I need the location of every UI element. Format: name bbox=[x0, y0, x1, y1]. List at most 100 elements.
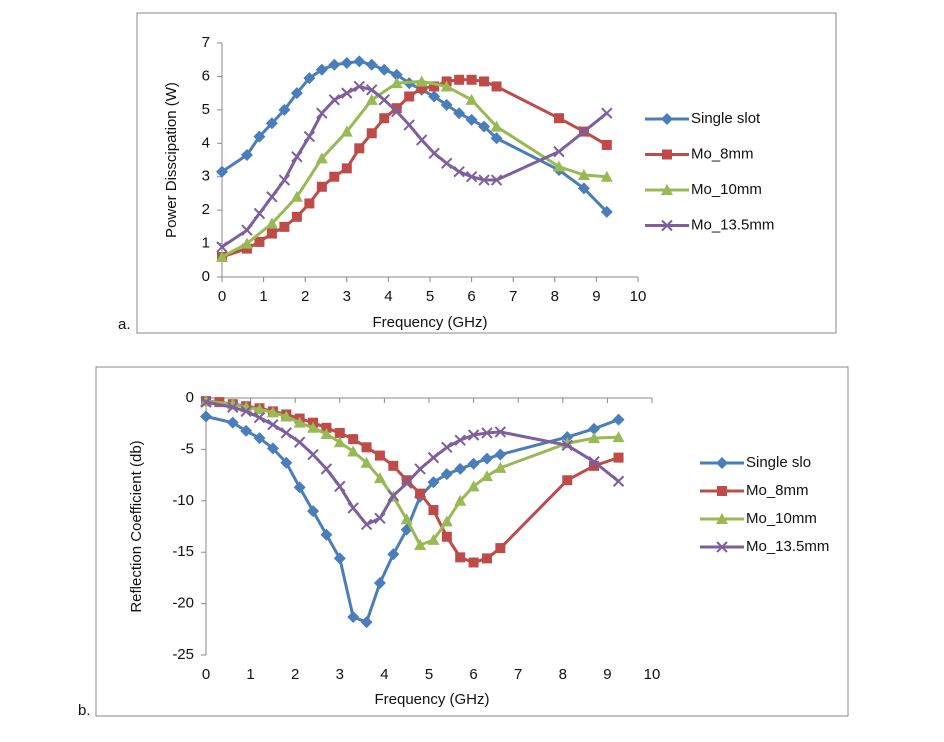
marker bbox=[612, 431, 625, 443]
marker bbox=[265, 117, 278, 130]
marker bbox=[253, 432, 266, 445]
marker bbox=[428, 147, 440, 160]
marker bbox=[365, 58, 378, 71]
marker bbox=[553, 113, 564, 124]
marker bbox=[293, 416, 306, 428]
legend-label: Single slot bbox=[691, 110, 761, 127]
marker bbox=[278, 103, 291, 116]
marker bbox=[333, 436, 346, 448]
marker bbox=[480, 452, 493, 465]
marker bbox=[200, 410, 212, 423]
marker bbox=[414, 463, 426, 475]
x-tick-label: 6 bbox=[467, 288, 475, 305]
marker bbox=[441, 441, 453, 454]
y-tick-label: 7 bbox=[202, 34, 210, 51]
y-axis-title: Power Disscipation (W) bbox=[163, 82, 180, 238]
marker bbox=[320, 427, 333, 439]
marker bbox=[588, 432, 601, 444]
x-tick-label: 0 bbox=[218, 288, 226, 305]
marker bbox=[601, 139, 612, 150]
marker bbox=[454, 74, 465, 85]
marker bbox=[429, 81, 440, 92]
marker bbox=[253, 403, 266, 415]
marker bbox=[454, 462, 467, 475]
marker bbox=[465, 113, 478, 126]
marker bbox=[315, 152, 328, 164]
marker bbox=[307, 448, 319, 461]
marker bbox=[494, 426, 507, 438]
x-tick-label: 2 bbox=[291, 666, 299, 683]
series-line bbox=[221, 59, 608, 213]
marker bbox=[495, 543, 506, 554]
marker bbox=[265, 217, 278, 229]
legend-marker bbox=[661, 184, 673, 195]
marker bbox=[366, 128, 377, 139]
x-tick-label: 3 bbox=[343, 288, 351, 305]
marker bbox=[354, 143, 365, 154]
marker bbox=[388, 460, 399, 471]
marker bbox=[280, 410, 293, 422]
x-axis-title: Frequency (GHz) bbox=[372, 314, 487, 331]
marker bbox=[467, 429, 480, 441]
marker bbox=[200, 396, 212, 408]
x-axis-title: Frequency (GHz) bbox=[374, 691, 489, 708]
marker bbox=[387, 548, 400, 561]
y-tick-label: -10 bbox=[172, 492, 194, 509]
marker bbox=[427, 476, 440, 489]
y-tick-label: 2 bbox=[202, 201, 210, 218]
legend-label: Mo_8mm bbox=[746, 482, 809, 499]
marker bbox=[561, 439, 573, 451]
marker bbox=[440, 515, 453, 527]
marker bbox=[577, 182, 590, 195]
marker bbox=[290, 87, 303, 100]
x-tick-label: 10 bbox=[630, 288, 647, 305]
marker bbox=[553, 145, 565, 158]
marker bbox=[401, 475, 412, 486]
marker bbox=[415, 75, 428, 87]
marker bbox=[316, 107, 328, 119]
marker bbox=[291, 150, 303, 163]
marker bbox=[481, 553, 492, 564]
legend-label: Mo_8mm bbox=[691, 145, 754, 162]
legend-marker bbox=[661, 113, 673, 125]
marker bbox=[366, 84, 378, 96]
marker bbox=[216, 165, 228, 178]
marker bbox=[390, 68, 403, 81]
marker bbox=[589, 460, 600, 471]
x-tick-label: 3 bbox=[336, 666, 344, 683]
marker bbox=[253, 130, 266, 143]
marker bbox=[414, 539, 427, 551]
marker bbox=[340, 125, 353, 137]
marker bbox=[490, 132, 503, 145]
marker bbox=[427, 533, 440, 545]
marker bbox=[307, 421, 320, 433]
x-tick-label: 1 bbox=[246, 666, 254, 683]
marker bbox=[266, 442, 279, 455]
legend-marker bbox=[662, 149, 672, 160]
y-tick-label: -5 bbox=[181, 440, 194, 457]
marker bbox=[478, 120, 491, 133]
marker bbox=[578, 125, 590, 138]
marker bbox=[353, 80, 365, 93]
marker bbox=[561, 431, 574, 444]
marker bbox=[440, 157, 453, 170]
panel-label: b. bbox=[78, 702, 91, 719]
marker bbox=[552, 160, 565, 172]
marker bbox=[290, 190, 303, 202]
y-tick-label: 6 bbox=[202, 67, 210, 84]
marker bbox=[600, 205, 613, 218]
marker bbox=[491, 81, 502, 92]
marker bbox=[278, 174, 291, 186]
marker bbox=[440, 80, 453, 92]
x-tick-label: 1 bbox=[259, 288, 267, 305]
legend-label: Mo_10mm bbox=[746, 510, 817, 527]
y-tick-label: -20 bbox=[172, 595, 194, 612]
marker bbox=[307, 505, 320, 518]
legend-label: Mo_13.5mm bbox=[746, 538, 829, 555]
y-tick-label: 3 bbox=[202, 168, 210, 185]
y-tick-label: -25 bbox=[172, 646, 194, 663]
series-line bbox=[205, 399, 620, 565]
marker bbox=[416, 83, 427, 94]
marker bbox=[467, 480, 480, 492]
